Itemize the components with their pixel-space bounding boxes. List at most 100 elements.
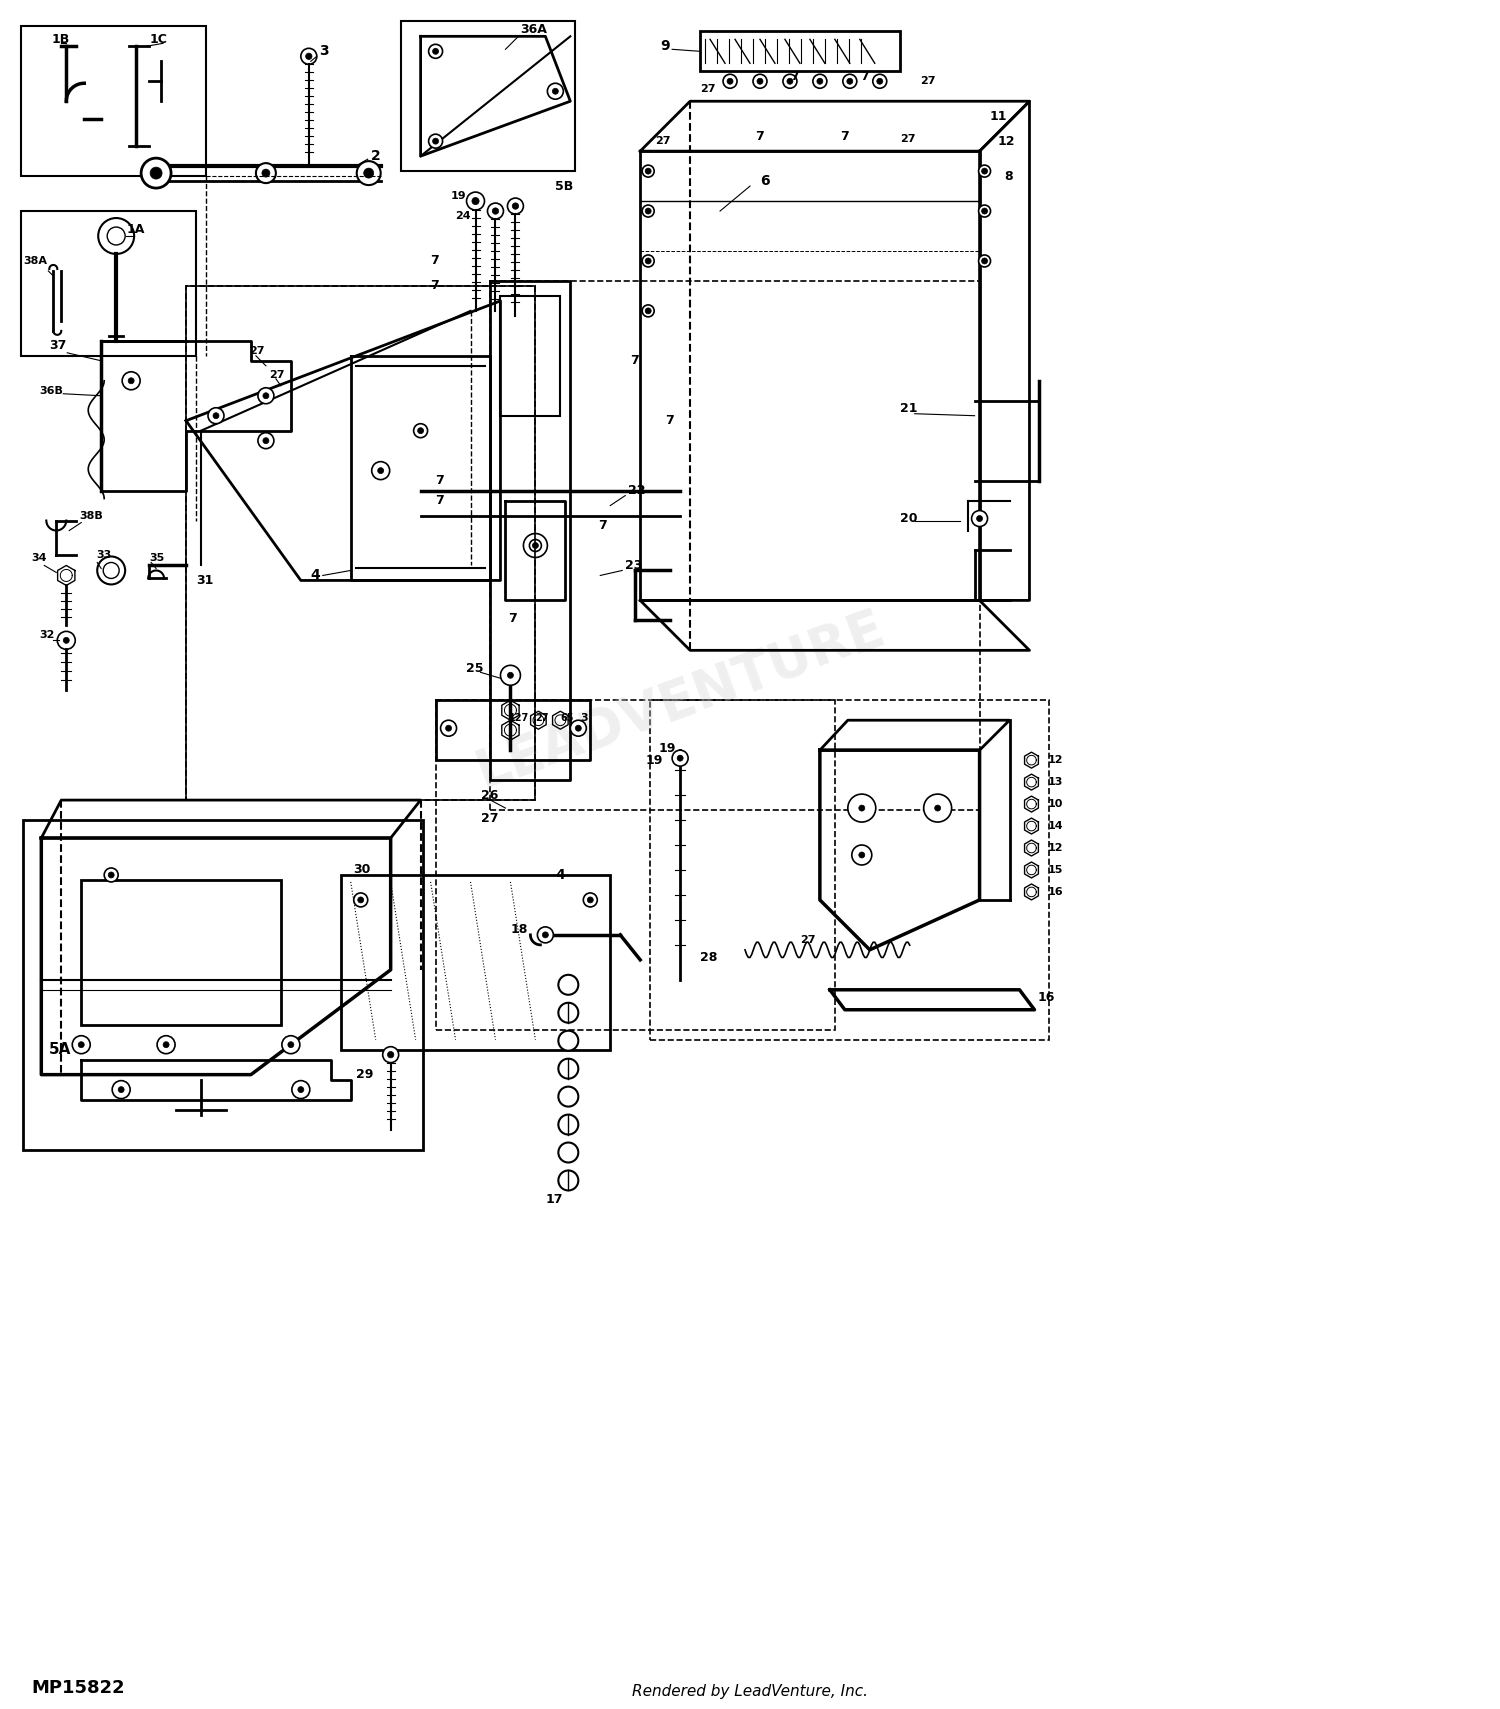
Circle shape — [63, 637, 69, 643]
Circle shape — [584, 892, 597, 907]
Circle shape — [292, 1080, 310, 1099]
Bar — [501, 296, 561, 415]
Circle shape — [972, 511, 987, 526]
Text: 27: 27 — [800, 935, 816, 945]
Bar — [186, 285, 536, 800]
Text: 27: 27 — [268, 369, 285, 379]
Circle shape — [847, 795, 876, 822]
Circle shape — [108, 872, 114, 878]
Circle shape — [558, 1087, 579, 1107]
Circle shape — [256, 162, 276, 183]
Text: Rendered by LeadVenture, Inc.: Rendered by LeadVenture, Inc. — [632, 1683, 868, 1699]
Bar — [21, 26, 206, 176]
Text: 19: 19 — [645, 754, 663, 767]
Circle shape — [978, 205, 990, 217]
Circle shape — [813, 73, 826, 89]
Text: 36B: 36B — [39, 386, 63, 396]
Circle shape — [924, 795, 951, 822]
Text: 15: 15 — [1047, 865, 1064, 875]
Bar — [435, 701, 836, 1031]
Text: 33: 33 — [96, 550, 111, 561]
Text: 27: 27 — [920, 77, 934, 85]
Text: 19: 19 — [658, 742, 675, 755]
Circle shape — [501, 665, 520, 685]
Circle shape — [106, 227, 124, 244]
Text: 25: 25 — [465, 661, 483, 675]
Circle shape — [414, 424, 428, 438]
Text: 31: 31 — [196, 574, 213, 586]
Text: 37: 37 — [50, 340, 66, 352]
Text: 12: 12 — [1047, 843, 1064, 853]
Text: 3: 3 — [320, 44, 328, 58]
Bar — [490, 280, 980, 810]
Circle shape — [282, 1036, 300, 1054]
Text: 18: 18 — [510, 923, 528, 937]
Circle shape — [262, 393, 268, 398]
Circle shape — [524, 533, 548, 557]
Circle shape — [112, 1080, 130, 1099]
Circle shape — [645, 167, 651, 174]
Text: 2: 2 — [370, 149, 381, 162]
Text: 23: 23 — [626, 559, 642, 573]
Circle shape — [859, 805, 865, 812]
Circle shape — [288, 1042, 294, 1048]
Text: 9: 9 — [660, 39, 670, 53]
Text: 1B: 1B — [51, 32, 69, 46]
Circle shape — [552, 89, 558, 94]
Circle shape — [302, 48, 316, 65]
Circle shape — [122, 373, 140, 390]
Text: 17: 17 — [546, 1193, 562, 1207]
Circle shape — [558, 1171, 579, 1191]
Text: 22: 22 — [628, 484, 645, 497]
Circle shape — [150, 167, 162, 179]
Text: 4: 4 — [555, 868, 566, 882]
Circle shape — [852, 844, 871, 865]
Text: LEADVENTURE: LEADVENTURE — [468, 602, 891, 798]
Text: 30: 30 — [352, 863, 370, 877]
Circle shape — [981, 208, 987, 214]
Circle shape — [363, 167, 374, 178]
Circle shape — [642, 166, 654, 178]
Circle shape — [258, 432, 274, 449]
Circle shape — [843, 73, 856, 89]
Circle shape — [645, 208, 651, 214]
Text: 127: 127 — [509, 713, 528, 723]
Text: 8: 8 — [1005, 169, 1013, 183]
Circle shape — [507, 672, 513, 678]
Circle shape — [258, 388, 274, 403]
Text: 27: 27 — [656, 137, 670, 147]
Text: 19: 19 — [450, 191, 466, 202]
Circle shape — [213, 412, 219, 419]
Circle shape — [262, 438, 268, 444]
Circle shape — [306, 53, 312, 60]
Text: 35: 35 — [148, 554, 165, 564]
Text: 7: 7 — [509, 612, 518, 625]
Bar — [81, 880, 280, 1025]
Text: 13: 13 — [1047, 778, 1064, 788]
Text: 27: 27 — [700, 84, 715, 94]
Circle shape — [432, 48, 438, 55]
Circle shape — [753, 73, 766, 89]
Circle shape — [446, 725, 452, 731]
Circle shape — [141, 159, 171, 188]
Circle shape — [758, 79, 764, 84]
Text: 7: 7 — [430, 280, 439, 292]
Circle shape — [492, 208, 498, 214]
Circle shape — [548, 84, 564, 99]
Text: 27: 27 — [900, 135, 915, 144]
Circle shape — [532, 542, 538, 549]
Bar — [400, 21, 576, 171]
Circle shape — [387, 1051, 394, 1058]
Text: 29: 29 — [356, 1068, 374, 1082]
Circle shape — [576, 725, 582, 731]
Text: MP15822: MP15822 — [32, 1678, 124, 1697]
Text: 1C: 1C — [148, 32, 166, 46]
Circle shape — [645, 308, 651, 314]
Circle shape — [537, 926, 554, 943]
Text: 7: 7 — [664, 414, 674, 427]
Text: 4: 4 — [310, 569, 321, 583]
Circle shape — [507, 198, 524, 214]
Text: 38A: 38A — [24, 256, 48, 267]
Circle shape — [978, 255, 990, 267]
Text: 28: 28 — [700, 952, 717, 964]
